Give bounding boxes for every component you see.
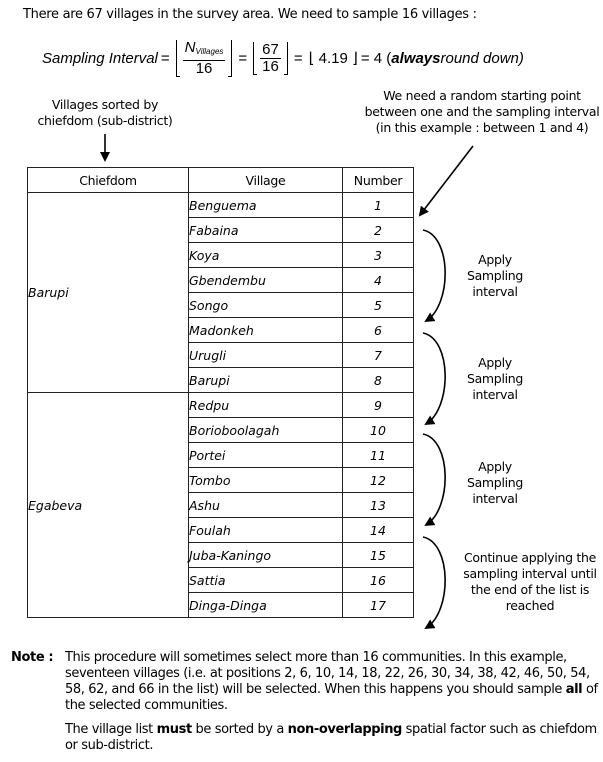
note-text: This procedure will sometimes select mor… [65,650,590,697]
header-village: Village [188,167,343,193]
random-start-line2: between one and the sampling interval [364,104,600,119]
village-cell: Portei [188,442,343,468]
note-paragraph-2: The village list must be sorted by a non… [65,722,603,754]
frac2-den: 16 [262,57,279,75]
interval-label-1: Apply Sampling interval [455,252,535,300]
floor-fraction-2: 67 16 [253,40,288,75]
formula-result: = 4 ( [360,49,392,67]
village-cell: Redpu [188,392,343,418]
interval-label-line: Apply [478,355,512,370]
interval-label-line: Sampling [466,371,524,386]
formula-round-down: round down) [440,49,524,67]
village-cell: Gbendembu [188,267,343,293]
village-cell: Benguema [188,192,343,218]
number-cell: 15 [342,542,414,568]
formula-always: always [391,49,441,67]
number-cell: 2 [342,217,414,243]
table-row: Ashu 13 [28,492,414,518]
note-body: This procedure will sometimes select mor… [65,650,603,762]
village-cell: Foulah [188,517,343,543]
note-paragraph-1: This procedure will sometimes select mor… [65,650,603,714]
note-text: The village list [65,722,157,737]
sorted-annotation-line1: Villages sorted by [51,97,159,112]
interval-label-2: Apply Sampling interval [455,355,535,403]
continue-label: Continue applying the sampling interval … [457,550,603,614]
curved-arrow-icon-1 [422,229,446,323]
interval-label-line: interval [472,284,518,299]
table-header-row: Chiefdom Village Number [27,167,414,193]
number-cell: 12 [342,467,414,493]
sorted-annotation-line2: chiefdom (sub-district) [37,113,173,128]
note-bold-all: all [565,682,583,697]
formula-equals: = [160,49,170,67]
formula-lhs: Sampling Interval [42,49,158,67]
interval-label-3: Apply Sampling interval [455,459,535,507]
intro-text: There are 67 villages in the survey area… [23,7,477,22]
continue-label-line: the end of the list is [470,582,590,597]
random-start-line1: We need a random starting point [383,88,581,103]
chiefdom-egabeva: Egabeva [27,392,189,618]
village-cell: Fabaina [188,217,343,243]
village-table: Chiefdom Village Number Barupi Benguema … [27,167,414,618]
number-cell: 17 [342,592,414,618]
floor-value: ⌊ 4.19 ⌋ [308,50,358,67]
note-label: Note : [11,650,54,665]
interval-label-line: Sampling [466,268,524,283]
interval-label-line: interval [472,491,518,506]
table-row: Egabeva Redpu 9 [27,392,414,618]
frac1-den: 16 [195,59,213,77]
table-row: Gbendembu 4 [28,267,414,293]
village-cell: Barupi [188,367,343,393]
random-start-line3: (in this example : between 1 and 4) [375,120,589,135]
interval-label-line: Apply [478,459,512,474]
table-row: Portei 11 [28,442,414,468]
note-text: spatial factor such as chiefdom or sub-d… [65,722,597,753]
table-row: Dinga-Dinga 17 [28,592,414,618]
table-row: Tombo 12 [28,467,414,493]
table-row: Juba-Kaningo 15 [28,542,414,568]
table-row: Foulah 14 [28,517,414,543]
continue-label-line: reached [505,598,555,613]
table-row: Songo 5 [28,292,414,318]
number-cell: 9 [342,392,414,418]
village-cell: Songo [188,292,343,318]
frac2-num: 67 [260,40,281,59]
interval-label-line: interval [472,387,518,402]
interval-label-line: Sampling [466,475,524,490]
table-row: Fabaina 2 [28,217,414,243]
continue-label-line: sampling interval until [463,566,597,581]
random-start-annotation: We need a random starting point between … [362,88,602,136]
interval-label-line: Apply [478,252,512,267]
number-cell: 16 [342,567,414,593]
village-cell: Dinga-Dinga [188,592,343,618]
note-block: Note : This procedure will sometimes sel… [11,650,603,753]
frac1-num: N [184,38,196,56]
village-cell: Ashu [188,492,343,518]
sampling-interval-formula: Sampling Interval = NVillages 16 = 67 16… [42,38,524,77]
note-text: be sorted by a [191,722,288,737]
village-cell: Tombo [188,467,343,493]
formula-equals-2: = [238,49,248,67]
note-text: of the selected communities. [65,682,598,713]
number-cell: 4 [342,267,414,293]
note-bold-non-overlapping: non-overlapping [287,722,403,737]
frac1-sub: Villages [195,46,224,56]
floor-fraction-1: NVillages 16 [175,38,233,77]
curved-arrow-icon-4 [422,536,446,630]
number-cell: 3 [342,242,414,268]
curved-arrow-icon-3 [422,433,446,527]
number-cell: 5 [342,292,414,318]
formula-equals-3: = [293,49,303,67]
note-bold-must: must [156,722,193,737]
table-row: Madonkeh 6 [28,317,414,343]
sorted-annotation: Villages sorted by chiefdom (sub-distric… [30,97,180,129]
curved-arrow-icon-2 [422,332,446,426]
village-cell: Borioboolagah [188,417,343,443]
table-row: Borioboolagah 10 [28,417,414,443]
number-cell: 10 [342,417,414,443]
continue-label-line: Continue applying the [463,550,597,565]
diagonal-arrow-icon [418,145,474,217]
